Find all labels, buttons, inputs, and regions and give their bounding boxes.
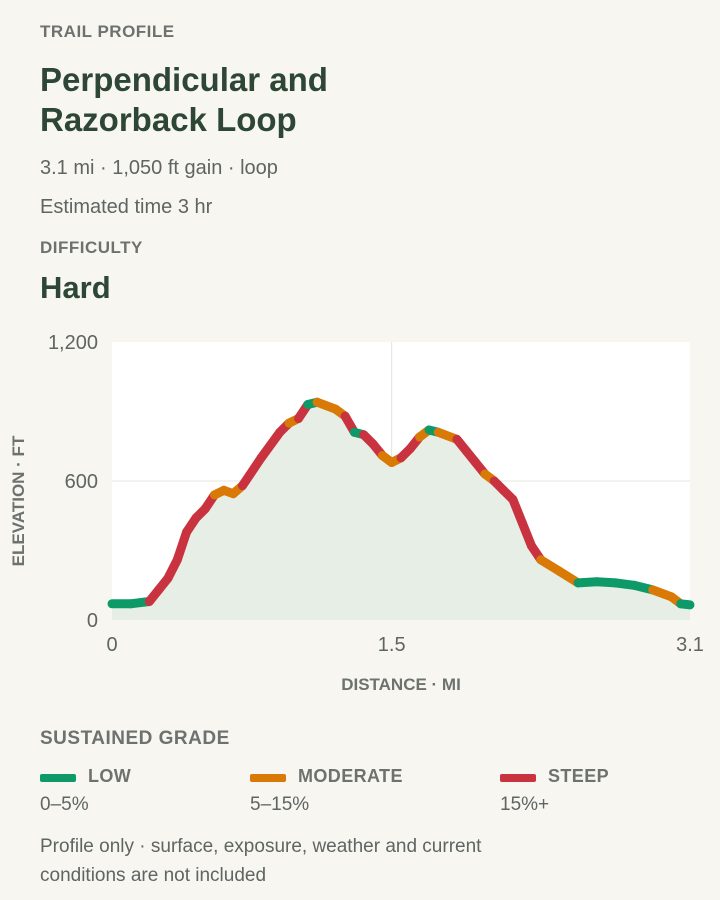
sustained-grade-label: SUSTAINED GRADE xyxy=(40,728,230,749)
y-tick-label-2: 1,200 xyxy=(48,332,98,354)
trail-summary: 3.1 mi · 1,050 ft gain · loop xyxy=(40,157,278,179)
elevation-chart: 0 600 1,200 0 1.5 3.1 DISTANCE · MI ELEVATION ·… xyxy=(9,332,704,694)
elevation-segment-48 xyxy=(676,599,695,610)
x-tick-label-0: 0 xyxy=(106,634,117,656)
legend-name-moderate: MODERATE xyxy=(298,766,403,786)
legend-range-steep: 15%+ xyxy=(500,794,550,815)
legend-swatch-moderate xyxy=(250,774,286,782)
eyebrow: TRAIL PROFILE xyxy=(40,22,175,41)
legend-name-low: LOW xyxy=(88,766,132,786)
legend-swatch-steep xyxy=(500,774,536,782)
legend-range-moderate: 5–15% xyxy=(250,794,310,815)
elevation-segment-12 xyxy=(238,453,266,491)
legend-name-steep: STEEP xyxy=(548,766,610,786)
difficulty-label: DIFFICULTY xyxy=(40,238,143,257)
legend-swatch-low xyxy=(40,774,76,782)
x-axis-label: DISTANCE · MI xyxy=(341,675,461,694)
x-tick-label-2: 3.1 xyxy=(676,634,704,656)
elevation-segment-5 xyxy=(172,527,192,565)
elevation-segment-13 xyxy=(256,427,285,463)
y-axis-label: ELEVATION · FT xyxy=(9,435,28,566)
y-tick-label-0: 0 xyxy=(87,610,98,632)
legend-range-low: 0–5% xyxy=(40,794,89,815)
x-tick-label-1: 1.5 xyxy=(378,634,406,656)
y-tick-label-1: 600 xyxy=(65,471,98,493)
trail-title: Perpendicular and Razorback Loop xyxy=(40,61,328,138)
disclaimer: Profile only · surface, exposure, weathe… xyxy=(40,836,482,886)
difficulty-value: Hard xyxy=(40,270,111,305)
estimated-time: Estimated time 3 hr xyxy=(40,196,213,218)
